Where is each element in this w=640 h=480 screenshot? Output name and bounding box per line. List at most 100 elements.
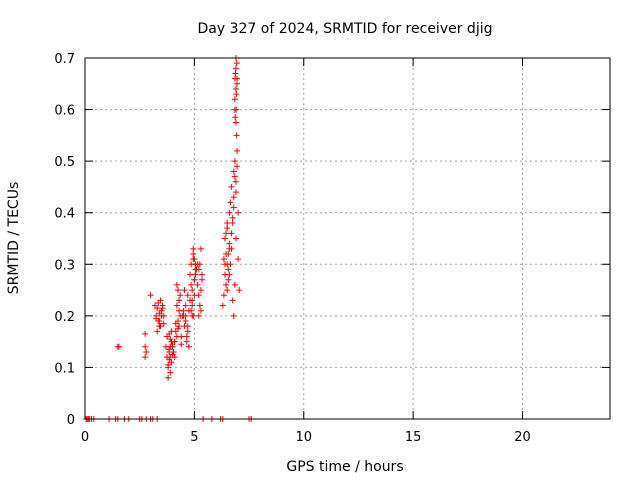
data-point xyxy=(156,323,163,330)
data-point xyxy=(158,307,165,314)
data-point xyxy=(235,209,242,216)
data-point xyxy=(182,302,189,309)
data-point xyxy=(232,85,239,92)
y-tick-label: 0.1 xyxy=(54,361,75,376)
x-tick-label: 15 xyxy=(405,430,422,445)
data-point xyxy=(189,312,196,319)
data-points xyxy=(83,55,255,422)
data-point xyxy=(227,261,234,268)
data-point xyxy=(229,220,236,227)
data-point xyxy=(235,256,242,263)
data-point xyxy=(190,256,197,263)
data-point xyxy=(181,287,188,294)
data-point xyxy=(231,281,238,288)
data-point xyxy=(233,106,240,113)
data-point xyxy=(182,312,189,319)
data-point xyxy=(154,305,161,312)
data-point xyxy=(229,297,236,304)
data-point xyxy=(226,271,233,278)
data-point xyxy=(231,96,238,103)
data-point xyxy=(195,312,202,319)
data-point xyxy=(199,276,206,283)
data-point xyxy=(167,369,174,376)
data-point xyxy=(232,65,239,72)
data-point xyxy=(185,343,192,350)
data-point xyxy=(142,330,149,337)
data-point xyxy=(229,214,236,221)
data-point xyxy=(167,336,174,343)
data-point xyxy=(222,235,228,242)
data-point xyxy=(223,230,230,237)
y-tick-label: 0 xyxy=(67,413,75,428)
data-point xyxy=(183,338,190,345)
data-point xyxy=(234,163,241,170)
data-point xyxy=(195,266,202,273)
data-point xyxy=(189,297,196,304)
data-point xyxy=(230,204,237,211)
x-tick-label: 5 xyxy=(190,430,198,445)
data-point xyxy=(165,361,172,368)
x-tick-label: 0 xyxy=(81,430,89,445)
data-point xyxy=(115,343,122,350)
data-point xyxy=(169,343,176,350)
data-point xyxy=(197,307,204,314)
data-point xyxy=(189,302,196,309)
data-point xyxy=(231,158,238,165)
data-point xyxy=(230,168,237,175)
x-axis-label: GPS time / hours xyxy=(286,459,403,475)
data-point xyxy=(187,271,193,278)
data-point xyxy=(190,250,197,257)
data-point xyxy=(197,245,204,252)
data-point xyxy=(159,305,166,312)
data-point xyxy=(236,287,243,294)
data-point xyxy=(227,199,234,206)
data-point xyxy=(176,297,183,304)
data-point xyxy=(178,341,185,348)
data-point xyxy=(160,312,167,319)
data-point xyxy=(220,292,227,299)
data-point xyxy=(232,119,239,126)
data-point xyxy=(173,281,180,288)
data-point xyxy=(232,189,239,196)
data-point xyxy=(219,302,226,309)
data-point xyxy=(170,348,177,355)
data-point xyxy=(174,325,181,332)
data-point xyxy=(225,266,232,273)
data-point xyxy=(188,281,195,288)
data-point xyxy=(184,323,191,330)
data-point xyxy=(194,281,201,288)
plot-frame xyxy=(84,57,611,420)
data-point xyxy=(226,240,233,247)
data-point xyxy=(154,328,161,335)
data-point xyxy=(192,271,199,278)
chart-title: Day 327 of 2024, SRMTID for receiver dji… xyxy=(198,21,493,37)
data-point xyxy=(223,281,230,288)
data-point xyxy=(224,225,231,232)
data-point xyxy=(147,292,154,299)
data-point xyxy=(223,250,230,257)
data-point xyxy=(143,348,150,355)
data-point xyxy=(153,315,160,322)
data-point xyxy=(166,346,173,353)
data-point xyxy=(190,245,197,252)
data-point xyxy=(171,338,178,345)
data-point xyxy=(142,343,149,350)
data-point xyxy=(178,333,185,340)
data-point xyxy=(172,320,179,327)
data-point xyxy=(230,312,237,319)
y-tick-label: 0.4 xyxy=(54,207,75,222)
x-tick-label: 10 xyxy=(295,430,312,445)
data-point xyxy=(165,374,172,381)
data-point xyxy=(177,292,184,299)
data-point xyxy=(228,183,235,190)
data-point xyxy=(197,287,204,294)
data-point xyxy=(222,261,228,268)
y-tick-label: 0.2 xyxy=(54,310,75,325)
data-point xyxy=(228,230,235,237)
data-point xyxy=(224,287,231,294)
data-point xyxy=(220,256,227,263)
data-point xyxy=(194,261,201,268)
data-point xyxy=(182,318,189,325)
y-tick-label: 0.3 xyxy=(54,258,75,273)
